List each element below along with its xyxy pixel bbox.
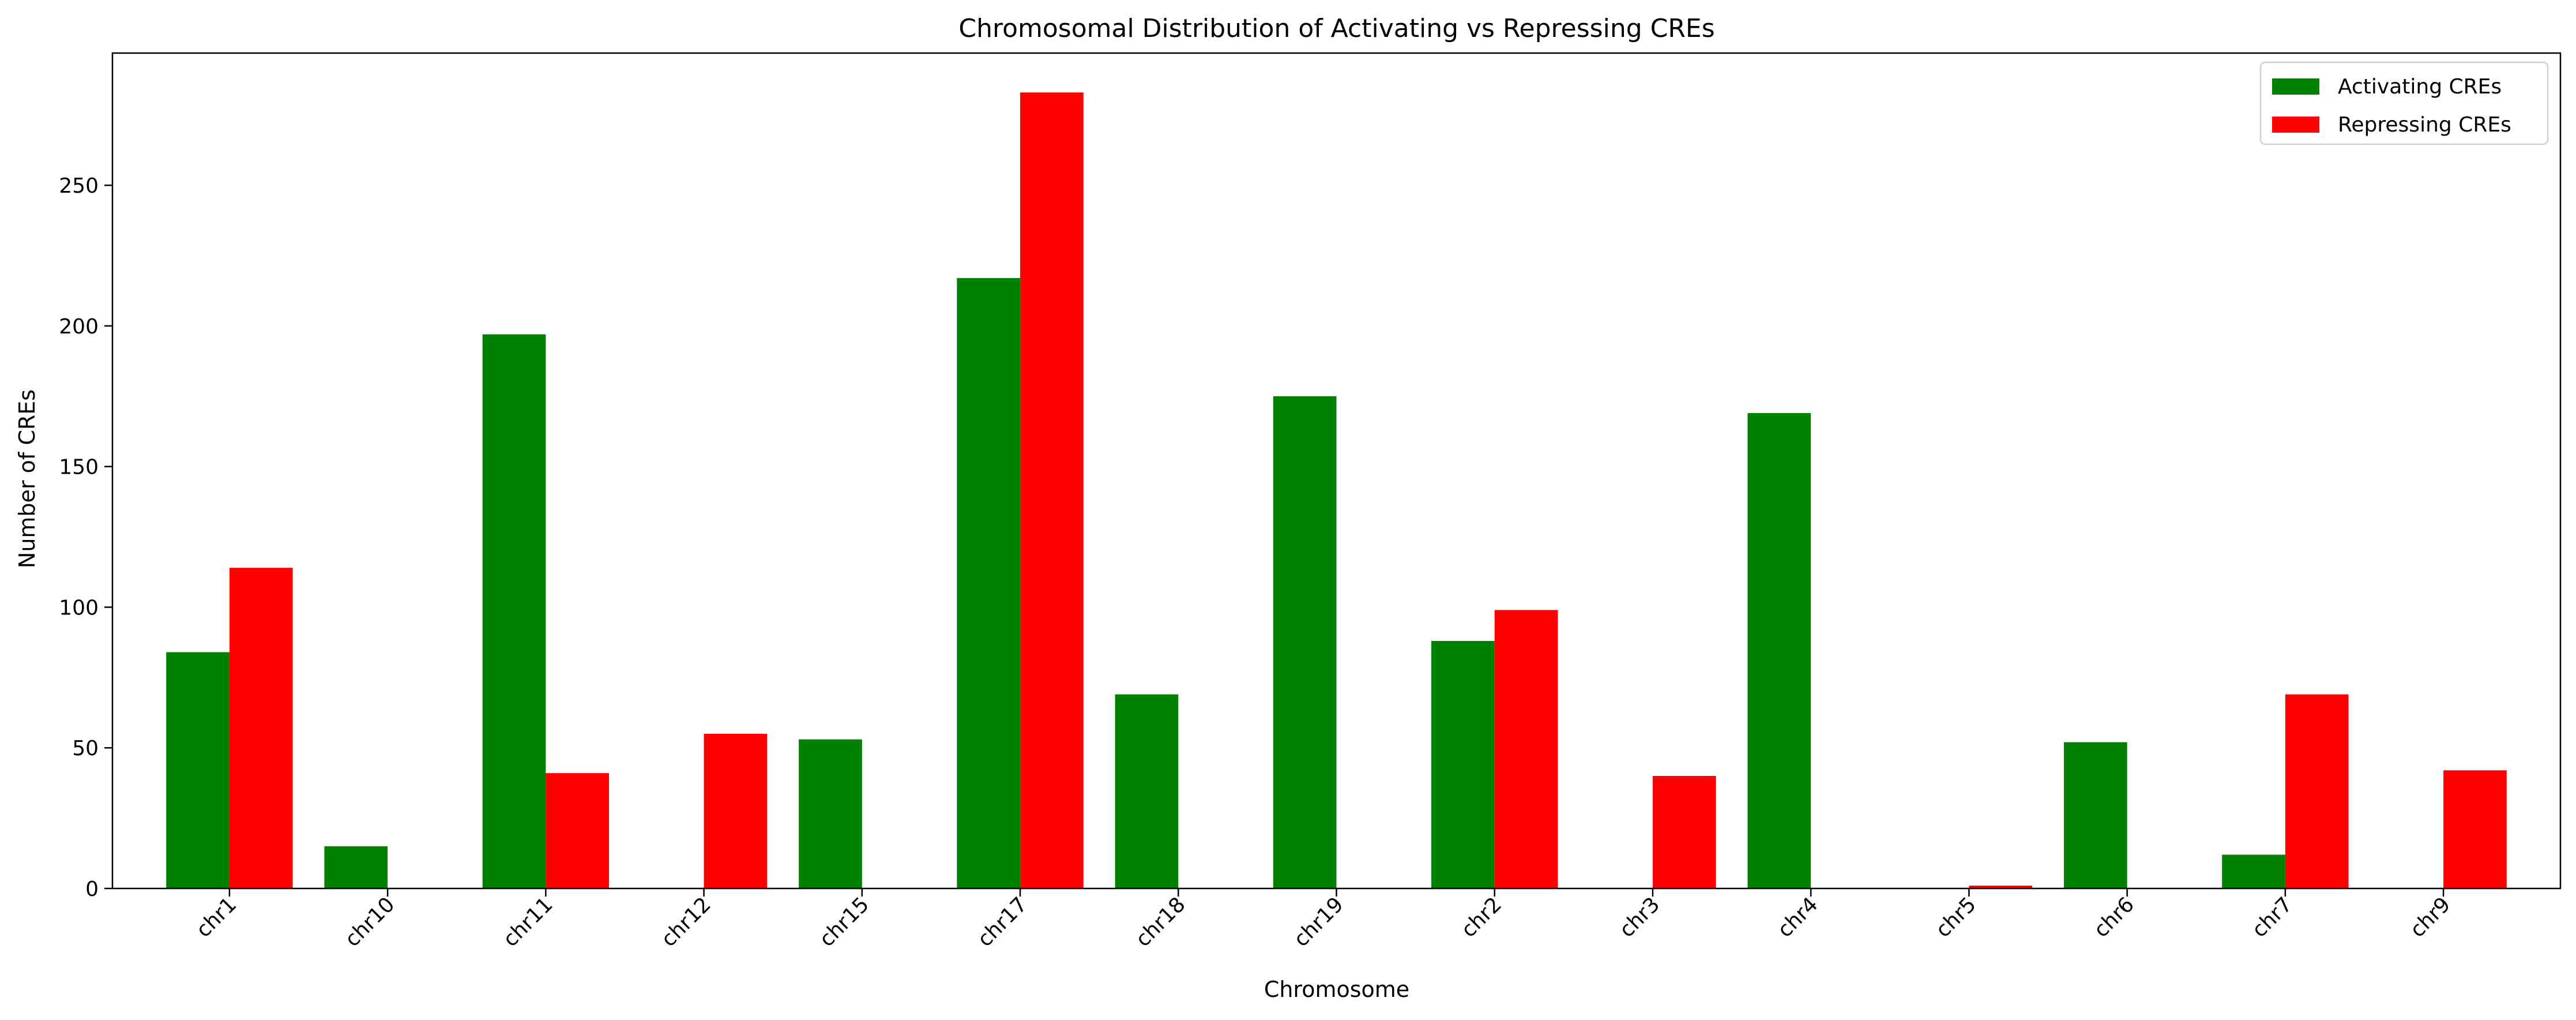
x-tick-label-chr5: chr5 xyxy=(1931,892,1981,942)
x-tick-label-chr19: chr19 xyxy=(1289,892,1348,951)
bar-activating-chr17 xyxy=(957,278,1021,888)
y-tick-label: 150 xyxy=(59,456,99,479)
bar-repressing-chr3 xyxy=(1652,775,1716,888)
x-tick-label-chr15: chr15 xyxy=(815,892,874,951)
bar-repressing-chr1 xyxy=(229,568,293,888)
x-tick-label-chr7: chr7 xyxy=(2247,892,2297,942)
x-tick-label-chr2: chr2 xyxy=(1457,892,1506,942)
x-tick-label-chr11: chr11 xyxy=(499,892,558,951)
bar-repressing-chr7 xyxy=(2285,694,2349,888)
x-axis-label: Chromosome xyxy=(1264,977,1409,1002)
bar-activating-chr6 xyxy=(2063,742,2127,888)
y-tick-label: 200 xyxy=(59,315,99,339)
bar-activating-chr11 xyxy=(482,334,546,888)
bar-activating-chr10 xyxy=(324,846,388,888)
bar-activating-chr7 xyxy=(2222,854,2285,888)
x-tick-label-chr6: chr6 xyxy=(2089,892,2139,942)
plot-area: 0 50 100 150 200 250 chr1 chr10 chr11 chr12 chr15 c… xyxy=(59,52,2562,951)
y-axis-label: Number of CREs xyxy=(14,389,40,568)
x-tick-label-chr18: chr18 xyxy=(1131,892,1190,951)
legend-label-activating: Activating CREs xyxy=(2338,75,2502,99)
legend: Activating CREs Repressing CREs xyxy=(2259,61,2549,145)
legend-label-repressing: Repressing CREs xyxy=(2338,113,2511,137)
bar-repressing-chr2 xyxy=(1494,610,1558,888)
bar-repressing-chr9 xyxy=(2443,770,2507,888)
x-tick-label-chr4: chr4 xyxy=(1773,892,1823,942)
x-tick-label-chr3: chr3 xyxy=(1615,892,1665,942)
bar-repressing-chr12 xyxy=(704,733,768,888)
bar-repressing-chr5 xyxy=(1969,886,2033,888)
y-tick-label: 0 xyxy=(85,877,99,901)
bar-activating-chr1 xyxy=(166,652,230,888)
bar-activating-chr2 xyxy=(1431,640,1495,888)
y-tick-label: 100 xyxy=(59,596,99,620)
bar-activating-chr15 xyxy=(799,739,862,888)
x-tick-label-chr9: chr9 xyxy=(2406,892,2455,942)
legend-swatch-activating xyxy=(2272,78,2319,95)
y-tick-label: 250 xyxy=(59,174,99,198)
x-tick-label-chr10: chr10 xyxy=(341,892,400,951)
x-tick-label-chr12: chr12 xyxy=(657,892,716,951)
legend-swatch-repressing xyxy=(2272,117,2319,133)
x-tick-label-chr1: chr1 xyxy=(192,892,242,942)
bar-repressing-chr17 xyxy=(1020,92,1084,888)
bar-repressing-chr11 xyxy=(546,773,610,888)
y-tick-label: 50 xyxy=(72,737,99,760)
x-tick-label-chr17: chr17 xyxy=(973,892,1032,951)
legend-box xyxy=(2259,61,2549,145)
bar-activating-chr18 xyxy=(1115,694,1179,888)
bar-activating-chr4 xyxy=(1747,413,1811,888)
bar-activating-chr19 xyxy=(1273,396,1337,888)
chart-title: Chromosomal Distribution of Activating v… xyxy=(958,14,1714,43)
